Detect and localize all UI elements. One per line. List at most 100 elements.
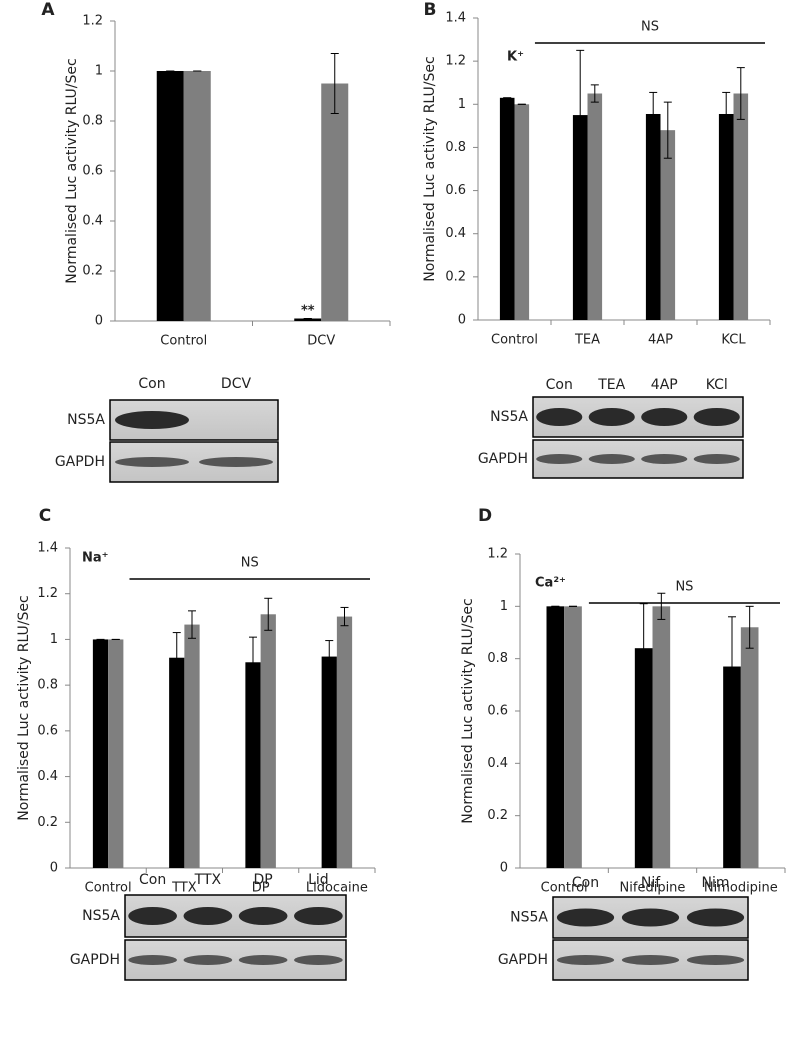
y-tick-label: 1.2 (445, 54, 466, 69)
y-tick-label: 0.6 (82, 164, 103, 179)
bar (184, 624, 200, 868)
blot-band (556, 908, 615, 927)
bar (572, 115, 588, 320)
y-tick-label: 0.6 (445, 183, 466, 198)
y-tick-label: 1 (95, 64, 103, 79)
bar (169, 657, 185, 868)
y-tick-label: 0.8 (37, 678, 58, 693)
y-tick-label: 0.2 (82, 264, 103, 279)
panel-label: C (39, 506, 51, 526)
y-tick-label: 0 (500, 861, 508, 876)
x-tick-label: Nifedipine (620, 881, 686, 896)
y-tick-label: 0.8 (445, 140, 466, 155)
blot-row-label: NS5A (490, 409, 528, 425)
blot-lane-label: KCl (706, 377, 728, 393)
x-tick-label: TTX (171, 881, 197, 896)
y-tick-label: 0.8 (82, 114, 103, 129)
y-axis-title: Normalised Luc activity RLU/Sec (460, 598, 476, 823)
y-tick-label: 0.4 (82, 214, 103, 229)
blot-band (294, 955, 343, 965)
blot-lane-label: Nif (641, 875, 661, 891)
y-tick-label: 0.4 (37, 769, 58, 784)
bar (723, 666, 741, 868)
blot-row-label: GAPDH (478, 451, 528, 467)
blot-row-label: NS5A (67, 412, 105, 428)
blot-band (588, 454, 635, 464)
blot-band (621, 955, 680, 965)
blot-lane-label: Con (138, 376, 165, 392)
y-tick-label: 0.6 (487, 704, 508, 719)
blot-band (199, 457, 273, 467)
bar (108, 639, 124, 868)
y-tick-label: 1.4 (445, 11, 466, 26)
y-tick-label: 0.2 (487, 808, 508, 823)
blot-band (641, 454, 688, 464)
ion-label: K⁺ (507, 50, 524, 65)
blot-band (686, 908, 745, 927)
blot-band (621, 908, 680, 927)
y-tick-label: 1 (50, 632, 58, 647)
blot-row-label: GAPDH (498, 952, 548, 968)
blot-row-label: NS5A (510, 910, 548, 926)
x-tick-label: KCL (721, 333, 746, 348)
panel-label: D (478, 506, 492, 526)
y-tick-label: 0.2 (445, 269, 466, 284)
ion-label: Ca²⁺ (535, 576, 566, 591)
blot-lane-label: Nim (702, 875, 730, 891)
x-tick-label: Lidocaine (306, 881, 368, 896)
blot-band (536, 408, 583, 426)
blot-band (238, 955, 288, 965)
blot-band (686, 955, 745, 965)
blot-lane-label: 4AP (651, 377, 678, 393)
y-tick-label: 1.2 (487, 547, 508, 562)
blot-band (238, 907, 288, 925)
x-tick-label: TEA (574, 333, 600, 348)
y-tick-label: 1.2 (37, 586, 58, 601)
panel-label: A (41, 0, 55, 20)
y-tick-label: 0 (458, 313, 466, 328)
bar (652, 606, 671, 868)
y-tick-label: 1.2 (82, 14, 103, 29)
blot-band (588, 408, 635, 426)
x-tick-label: Control (541, 881, 588, 896)
blot-band (128, 955, 177, 965)
bar (294, 318, 322, 321)
panel-label: B (424, 0, 437, 20)
bar (564, 606, 582, 868)
blot-band (128, 907, 177, 925)
blot-row-label: GAPDH (70, 952, 120, 968)
bar (321, 656, 337, 868)
x-tick-label: Nimodipine (704, 881, 778, 896)
blot-band (556, 955, 615, 965)
blot-lane-label: TEA (597, 377, 625, 393)
x-tick-label: 4AP (648, 333, 673, 348)
y-tick-label: 0.2 (37, 815, 58, 830)
y-tick-label: 0.6 (37, 723, 58, 738)
bar (733, 93, 749, 320)
significance-label: NS (675, 580, 693, 595)
ion-label: Na⁺ (82, 551, 109, 566)
bar (587, 93, 603, 320)
y-tick-label: 0 (95, 314, 103, 329)
bar (336, 616, 353, 868)
blot-lane-label: Lid (308, 872, 329, 888)
x-tick-label: DCV (307, 334, 335, 349)
blot-lane-label: Con (139, 872, 166, 888)
blot-band (693, 454, 740, 464)
y-axis-title: Normalised Luc activity RLU/Sec (422, 56, 438, 281)
bar (183, 71, 211, 321)
y-tick-label: 1 (500, 599, 508, 614)
bar (245, 662, 261, 868)
y-axis-title: Normalised Luc activity RLU/Sec (16, 595, 32, 820)
blot-row-label: NS5A (82, 908, 120, 924)
blot-lane-label: DCV (221, 376, 252, 392)
bar (740, 627, 759, 868)
blot-band (115, 457, 189, 467)
blot-band (183, 955, 233, 965)
bar (634, 648, 653, 868)
y-axis-title: Normalised Luc activity RLU/Sec (64, 58, 80, 283)
blot-band (183, 907, 233, 925)
x-tick-label: Control (85, 881, 132, 896)
bar (514, 104, 530, 321)
